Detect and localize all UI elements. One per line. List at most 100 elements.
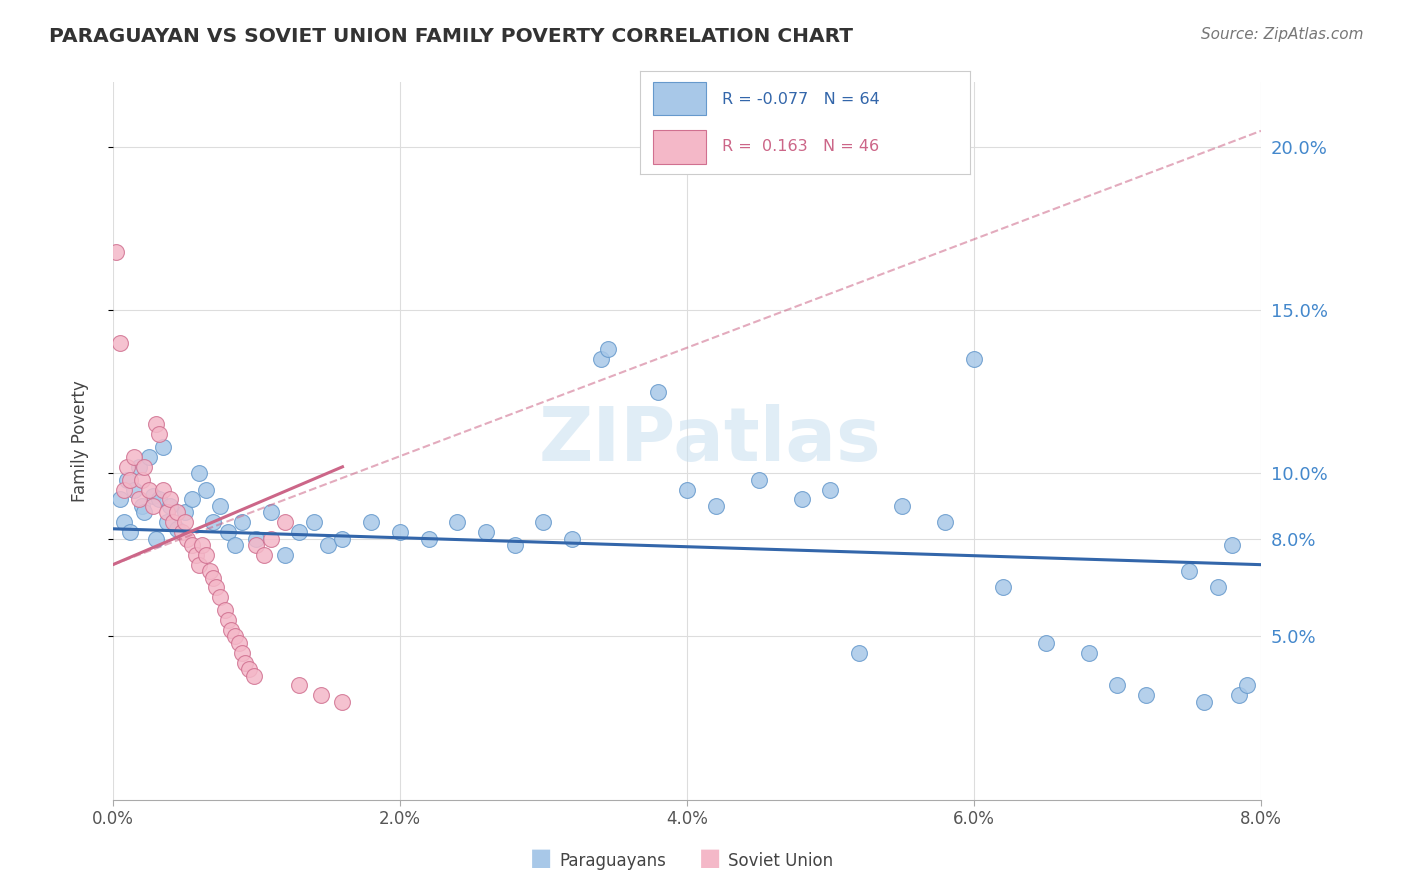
Text: ■: ■ [530, 846, 553, 870]
Text: ZIPatlas: ZIPatlas [538, 404, 882, 477]
Point [1035, 636, 1057, 650]
Text: Source: ZipAtlas.com: Source: ZipAtlas.com [1201, 27, 1364, 42]
Point [1220, 538, 1243, 552]
Point [145, 532, 167, 546]
Point [124, 483, 146, 497]
Point [274, 548, 297, 562]
Point [963, 352, 986, 367]
Point [891, 499, 914, 513]
Point [1229, 688, 1251, 702]
Point [205, 581, 228, 595]
Point [790, 492, 813, 507]
Point [138, 450, 160, 464]
Point [188, 558, 211, 572]
Point [228, 636, 250, 650]
Text: PARAGUAYAN VS SOVIET UNION FAMILY POVERTY CORRELATION CHART: PARAGUAYAN VS SOVIET UNION FAMILY POVERT… [49, 27, 853, 45]
Point [245, 538, 267, 552]
Point [176, 532, 198, 546]
Point [252, 548, 274, 562]
Point [388, 524, 411, 539]
Point [233, 656, 256, 670]
Point [115, 459, 138, 474]
Point [200, 564, 222, 578]
Point [418, 532, 440, 546]
Point [142, 499, 165, 513]
Point [260, 532, 283, 546]
Point [124, 450, 146, 464]
Point [108, 335, 131, 350]
Point [152, 483, 174, 497]
Point [288, 678, 311, 692]
Point [134, 459, 156, 474]
Point [120, 473, 142, 487]
Point [148, 427, 170, 442]
Point [561, 532, 583, 546]
Point [848, 646, 870, 660]
Point [231, 515, 253, 529]
Point [173, 515, 195, 529]
Point [316, 538, 339, 552]
Point [1206, 581, 1229, 595]
Point [138, 483, 160, 497]
Point [195, 548, 218, 562]
Point [309, 688, 332, 702]
Point [209, 591, 232, 605]
Point [238, 662, 260, 676]
Point [112, 515, 135, 529]
Point [647, 384, 669, 399]
Point [131, 499, 153, 513]
Point [217, 613, 239, 627]
Point [589, 352, 612, 367]
Point [173, 506, 195, 520]
Point [166, 506, 188, 520]
Point [1135, 688, 1157, 702]
Point [934, 515, 956, 529]
Point [166, 522, 188, 536]
Point [475, 524, 498, 539]
Point [108, 492, 131, 507]
Point [288, 524, 311, 539]
Point [219, 623, 242, 637]
Point [217, 524, 239, 539]
Y-axis label: Family Poverty: Family Poverty [72, 380, 89, 501]
Text: R = -0.077   N = 64: R = -0.077 N = 64 [723, 92, 880, 106]
Point [503, 538, 526, 552]
Point [214, 603, 236, 617]
Point [156, 515, 179, 529]
Point [152, 440, 174, 454]
Point [302, 515, 325, 529]
Bar [652, 130, 706, 163]
Point [991, 581, 1014, 595]
Point [1236, 678, 1258, 692]
Point [332, 695, 354, 709]
Point [145, 417, 167, 432]
Point [231, 646, 253, 660]
Point [202, 571, 225, 585]
Point [128, 492, 150, 507]
Point [104, 244, 127, 259]
Point [446, 515, 468, 529]
Point [148, 492, 170, 507]
Point [191, 538, 214, 552]
Point [596, 343, 619, 357]
Text: Soviet Union: Soviet Union [728, 852, 834, 870]
Point [195, 483, 218, 497]
Point [112, 483, 135, 497]
Point [748, 473, 770, 487]
Point [202, 515, 225, 529]
Point [180, 492, 202, 507]
Point [1178, 564, 1201, 578]
Point [159, 499, 181, 513]
Point [531, 515, 554, 529]
Point [170, 524, 193, 539]
Point [131, 473, 153, 487]
Text: R =  0.163   N = 46: R = 0.163 N = 46 [723, 139, 880, 153]
Point [134, 506, 156, 520]
Point [1107, 678, 1129, 692]
Point [242, 668, 264, 682]
Point [260, 506, 283, 520]
Point [676, 483, 699, 497]
Point [245, 532, 267, 546]
Text: Paraguayans: Paraguayans [560, 852, 666, 870]
Point [162, 515, 184, 529]
